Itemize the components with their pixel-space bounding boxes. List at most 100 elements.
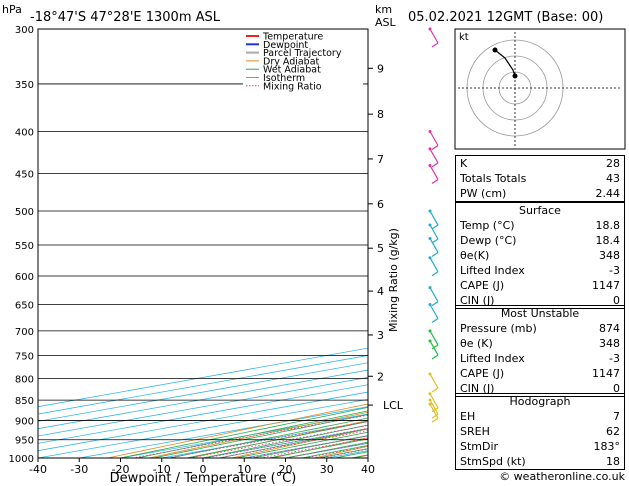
wind-barb-flag xyxy=(431,301,439,307)
wind-barb xyxy=(429,330,439,346)
surface-row: Lifted Index -3 xyxy=(456,263,624,278)
dry-adiabat-line xyxy=(107,403,368,458)
pressure-tick-label: 750 xyxy=(15,351,34,362)
lcl-label: LCL xyxy=(383,399,404,412)
most-unstable-table: Most Unstable Pressure (mb) 874 θe (K) 348… xyxy=(455,305,625,397)
wind-barb xyxy=(429,340,439,356)
location-title: -18°47'S 47°28'E 1300m ASL xyxy=(30,10,221,25)
surface-row: CIN (J) 0 xyxy=(456,293,624,308)
hodograph-table: Hodograph EH 7 SREH 62 StmDir 183° StmSpd (… xyxy=(455,393,625,470)
wind-barb-flag xyxy=(431,145,439,151)
wind-barb-dot xyxy=(428,402,432,406)
km-tick-label: 4 xyxy=(377,285,384,298)
wet-adiabat-line xyxy=(120,406,368,458)
x-tick-label: 10 xyxy=(237,463,251,476)
mu-value: 874 xyxy=(599,322,620,335)
wind-barb-dot xyxy=(428,286,432,290)
pressure-tick-label: 900 xyxy=(15,416,34,427)
hodo-label: EH xyxy=(460,410,476,423)
surface-label: θe(K) xyxy=(460,249,490,262)
mixing-ratio-line xyxy=(189,424,368,458)
wind-barb-dot xyxy=(428,256,432,260)
hodograph-point xyxy=(512,73,518,79)
indices-table: K 28 Totals Totals 43 PW (cm) 2.44 xyxy=(455,155,625,202)
surface-label: Temp (°C) xyxy=(460,219,515,232)
index-row-pw: PW (cm) 2.44 xyxy=(456,186,624,201)
wind-barb-flag xyxy=(431,413,439,419)
legend-label: Dry Adiabat xyxy=(263,56,320,67)
surface-label: CIN (J) xyxy=(460,294,495,307)
surface-row: Temp (°C) 18.8 xyxy=(456,218,624,233)
mu-label: CAPE (J) xyxy=(460,367,505,380)
pressure-tick-label: 400 xyxy=(15,128,34,139)
surface-value: 1147 xyxy=(592,279,620,292)
km-tick-label: 2 xyxy=(377,370,384,383)
mu-value: -3 xyxy=(609,352,620,365)
km-tick-label: 9 xyxy=(377,62,384,75)
wind-barb-dot xyxy=(428,130,432,134)
hodo-value: 7 xyxy=(613,410,620,423)
x-tick-label: -20 xyxy=(112,463,130,476)
mu-row: θe (K) 348 xyxy=(456,336,624,351)
mu-value: 1147 xyxy=(592,367,620,380)
hodo-label: StmDir xyxy=(460,440,499,453)
index-row-tt: Totals Totals 43 xyxy=(456,171,624,186)
mu-label: CIN (J) xyxy=(460,382,495,395)
hodograph: kt xyxy=(454,28,626,150)
index-value: 28 xyxy=(606,157,620,170)
hodograph-table-title: Hodograph xyxy=(509,395,571,408)
pressure-tick-label: 650 xyxy=(15,301,34,312)
isotherm-line xyxy=(38,377,368,437)
wind-barb-flag xyxy=(431,238,439,244)
x-tick-label: -40 xyxy=(29,463,47,476)
mixing-ratio-line xyxy=(205,427,368,458)
wind-barb-dot xyxy=(428,339,432,343)
hodo-label: StmSpd (kt) xyxy=(460,455,526,468)
wet-adiabat-line xyxy=(136,410,368,458)
x-tick-label: 30 xyxy=(320,463,334,476)
hodo-value: 62 xyxy=(606,425,620,438)
legend-label: Parcel Trajectory xyxy=(263,48,342,59)
x-tick-label: -30 xyxy=(70,463,88,476)
wind-barb-dot xyxy=(428,392,432,396)
surface-row: Dewp (°C) 18.4 xyxy=(456,233,624,248)
isotherm-line xyxy=(38,369,368,430)
legend-label: Wet Adiabat xyxy=(263,65,321,76)
mu-label: Lifted Index xyxy=(460,352,525,365)
x-tick-label: -10 xyxy=(153,463,171,476)
legend-label: Mixing Ratio xyxy=(263,81,322,92)
asl-label: ASL xyxy=(375,16,397,29)
wind-barb xyxy=(429,373,439,389)
wind-barb xyxy=(429,131,439,146)
mu-row: CAPE (J) 1147 xyxy=(456,366,624,381)
wind-barb-dot xyxy=(428,398,432,402)
wind-barb-flag xyxy=(431,318,439,324)
wind-barb-dot xyxy=(428,236,432,240)
wind-barb-flag xyxy=(431,387,439,393)
hodograph-unit: kt xyxy=(459,32,469,43)
wind-barb-dot xyxy=(428,303,432,307)
surface-table: Surface Temp (°C) 18.8 Dewp (°C) 18.4 θe(K… xyxy=(455,202,625,309)
dry-adiabat-line xyxy=(148,411,368,458)
wind-barb xyxy=(429,148,439,164)
wind-barb xyxy=(429,28,439,44)
wind-barb xyxy=(429,257,439,273)
wind-barb xyxy=(429,224,439,240)
hpa-label: hPa xyxy=(2,3,22,16)
surface-label: CAPE (J) xyxy=(460,279,505,292)
surface-value: 18.4 xyxy=(595,234,621,247)
index-label: PW (cm) xyxy=(460,187,507,200)
isotherm-line xyxy=(38,347,368,408)
surface-label: Lifted Index xyxy=(460,264,525,277)
wind-barb xyxy=(429,399,439,415)
pressure-tick-label: 300 xyxy=(15,25,34,36)
pressure-tick-label: 550 xyxy=(15,241,34,252)
km-tick-label: 6 xyxy=(377,198,384,211)
wind-barb xyxy=(429,238,439,253)
mixing-ratio-line xyxy=(132,414,368,458)
pressure-tick-label: 350 xyxy=(15,80,34,91)
wind-barb-flag xyxy=(431,271,439,277)
wind-barb-dot xyxy=(428,163,432,167)
index-value: 2.44 xyxy=(595,187,621,200)
